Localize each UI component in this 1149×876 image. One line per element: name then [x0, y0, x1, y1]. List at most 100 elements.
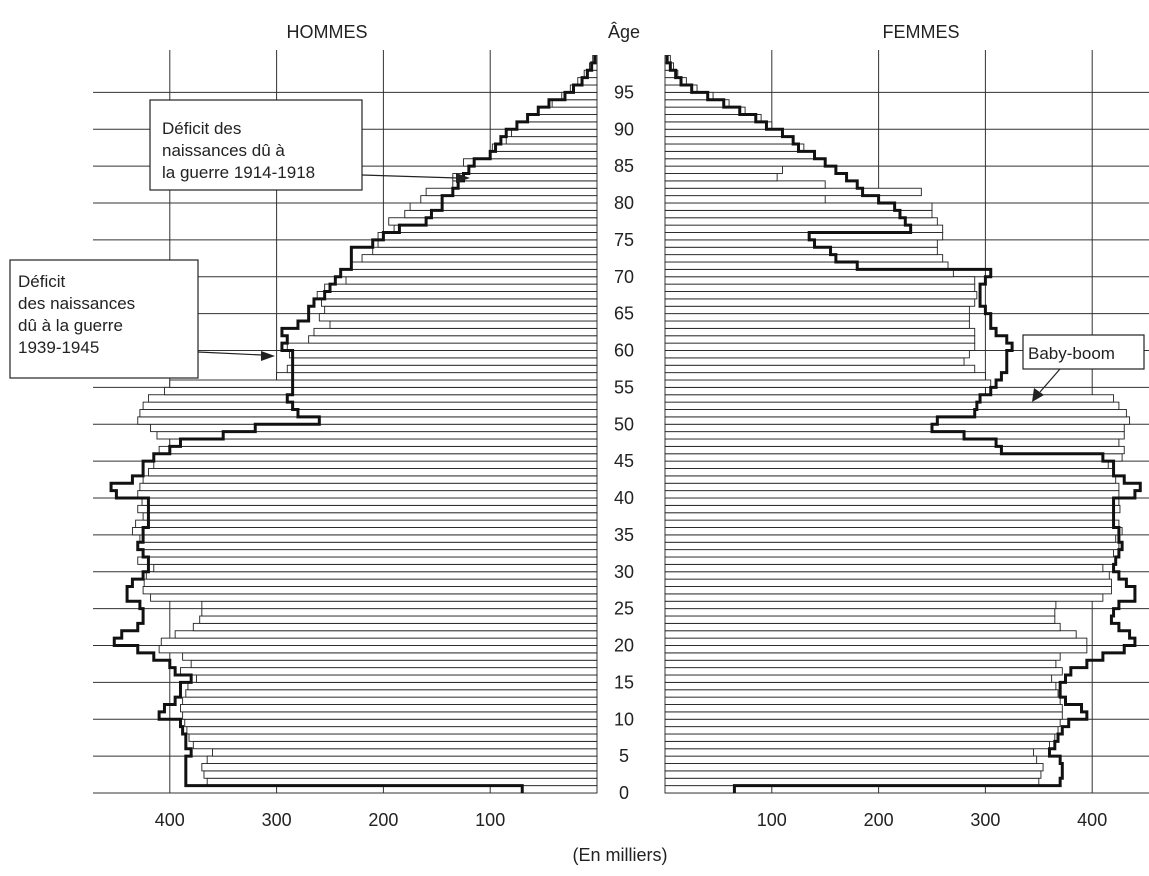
bar-left-age-89	[511, 128, 598, 138]
bar-right-age-28	[664, 578, 1112, 587]
bar-left-age-65	[324, 305, 598, 315]
bar-left-age-64	[318, 313, 598, 322]
bar-left-age-83	[452, 173, 598, 182]
bar-left-age-73	[372, 246, 598, 256]
bar-left-age-12	[182, 696, 598, 705]
bar-left-age-51	[139, 409, 598, 418]
title-hommes: HOMMES	[287, 22, 368, 42]
bar-left-age-24	[201, 608, 598, 617]
age-tick-90: 90	[614, 119, 634, 139]
bar-right-age-9	[664, 718, 1061, 728]
bar-right-age-84	[664, 165, 783, 174]
annotation-war1-box	[149, 99, 363, 191]
bar-left-age-25	[201, 600, 598, 610]
annotation-war2-line3: dû à la guerre	[18, 316, 123, 335]
annotation-war2-box	[9, 259, 199, 379]
bar-right-age-88	[664, 136, 794, 145]
bar-right-age-67	[664, 291, 978, 300]
bar-left-age-2	[203, 770, 598, 779]
lines-layer	[109, 55, 1142, 793]
bar-left-age-55	[169, 379, 598, 388]
bar-right-age-15	[664, 674, 1053, 683]
bar-right-age-24	[664, 608, 1056, 617]
bar-left-age-14	[187, 681, 598, 691]
bar-right-age-25	[664, 600, 1057, 610]
bar-left-age-21	[174, 630, 598, 639]
bar-right-age-31	[664, 556, 1117, 565]
annotation-war2-line2: des naissances	[18, 294, 135, 313]
bar-right-age-68	[664, 283, 976, 292]
bar-left-age-86	[489, 150, 598, 160]
age-tick-55: 55	[614, 377, 634, 397]
bar-right-age-80	[664, 195, 826, 204]
bar-right-age-13	[664, 689, 1059, 698]
bar-left-age-60	[286, 342, 598, 351]
bar-left-age-41	[139, 482, 598, 492]
bar-right-age-77	[664, 217, 938, 226]
bar-right-age-48	[664, 431, 1125, 440]
bar-left-age-28	[143, 578, 598, 587]
bar-right-age-8	[664, 726, 1059, 735]
annotation-babyboom-arrowhead	[1032, 388, 1044, 402]
bar-right-age-41	[664, 482, 1120, 492]
annotation-war2-pointer	[197, 351, 263, 356]
bar-right-age-54	[664, 386, 986, 396]
annotation-babyboom-pointer	[1039, 368, 1061, 393]
bar-right-age-56	[664, 372, 986, 381]
bar-left-age-38	[137, 504, 598, 514]
bar-right-age-23	[664, 615, 1056, 624]
bar-right-age-87	[664, 143, 805, 152]
bar-right-age-51	[664, 409, 1127, 418]
x-tick-right-400: 400	[1077, 810, 1107, 830]
bar-left-age-35	[131, 527, 598, 536]
bar-left-age-67	[316, 291, 598, 300]
bar-right-age-10	[664, 711, 1063, 720]
age-tick-25: 25	[614, 599, 634, 619]
bar-right-age-44	[664, 460, 1109, 469]
bar-left-age-54	[164, 386, 598, 396]
bar-right-age-65	[664, 305, 970, 315]
bar-left-age-34	[139, 534, 598, 543]
bar-right-age-22	[664, 622, 1061, 632]
bar-right-age-82	[664, 180, 826, 189]
bar-right-age-21	[664, 630, 1077, 639]
age-tick-45: 45	[614, 451, 634, 471]
bar-left-age-72	[361, 254, 598, 263]
bar-left-age-16	[180, 667, 598, 676]
bar-right-age-47	[664, 438, 1120, 447]
bar-left-age-6	[192, 740, 598, 750]
x-tick-labels: 400 300 200 100 100 200 300 400	[155, 810, 1107, 830]
bar-left-age-31	[137, 556, 598, 565]
bar-right-age-16	[664, 667, 1063, 676]
age-tick-0: 0	[619, 783, 629, 803]
bar-right-age-38	[664, 504, 1121, 514]
bar-left-age-69	[345, 276, 598, 285]
bar-left-age-3	[201, 763, 598, 772]
bar-left-age-7	[188, 733, 598, 742]
annotation-war1-line3: la guerre 1914-1918	[162, 163, 315, 182]
bar-right-age-33	[664, 541, 1120, 551]
bar-right-age-58	[664, 357, 965, 366]
bar-left-age-29	[145, 571, 598, 580]
annotation-war1: Déficit des naissances dû à la guerre 19…	[149, 99, 470, 191]
bar-left-age-68	[324, 283, 598, 292]
bar-right-age-34	[664, 534, 1117, 543]
annotation-war2-line4: 1939-1945	[18, 338, 99, 357]
bar-left-age-56	[276, 372, 598, 381]
bar-left-age-63	[329, 320, 598, 329]
annotation-war2-line1: Déficit	[18, 272, 66, 291]
outline-right	[665, 55, 1142, 793]
bar-left-age-44	[153, 460, 598, 469]
age-tick-95: 95	[614, 82, 634, 102]
bar-right-age-57	[664, 364, 976, 374]
bar-right-age-18	[664, 652, 1061, 661]
bar-right-age-83	[664, 173, 778, 182]
title-femmes: FEMMES	[882, 22, 959, 42]
bar-left-age-30	[153, 563, 598, 573]
bar-right-age-89	[664, 128, 783, 138]
bar-right-age-39	[664, 497, 1120, 506]
annotation-war1-line1: Déficit des	[162, 119, 241, 138]
annotation-war2-arrowhead	[261, 351, 275, 361]
x-axis-label: (En milliers)	[572, 845, 667, 865]
